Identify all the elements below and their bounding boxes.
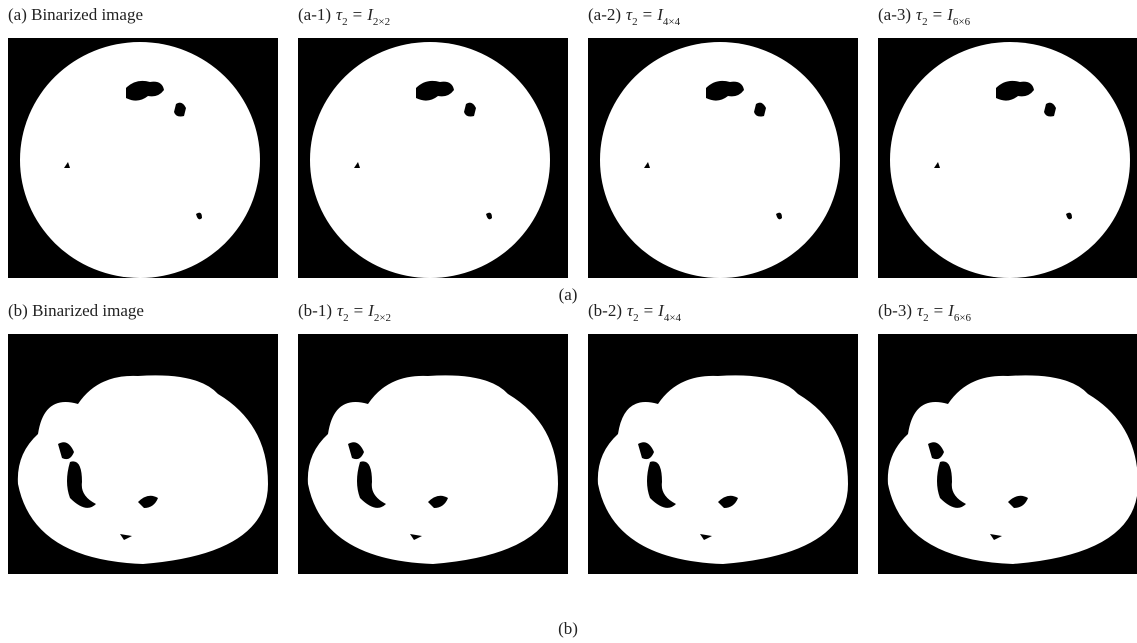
equals-sign: =: [934, 301, 944, 320]
equals-sign: =: [644, 301, 654, 320]
panel-label: (a-3)τ2=I6×6: [878, 5, 971, 28]
binarized-image: [588, 38, 858, 278]
panel-prefix: (b-1): [298, 301, 332, 320]
panel-label: (b-3)τ2=I6×6: [878, 301, 972, 324]
identity-subscript: 2×2: [373, 16, 390, 28]
binarized-image: [878, 38, 1137, 278]
identity-subscript: 6×6: [954, 312, 972, 324]
identity-subscript: 4×4: [664, 312, 682, 324]
panel-prefix: (a-1): [298, 5, 331, 24]
figure: (a) Binarized image(a-1)τ2=I2×2(a-2)τ2=I…: [0, 0, 1137, 643]
panel-label: (a) Binarized image: [8, 5, 143, 24]
tau-subscript: 2: [923, 312, 929, 324]
equals-sign: =: [933, 5, 943, 24]
identity-subscript: 2×2: [374, 312, 391, 324]
binarized-image: [8, 334, 278, 574]
row-caption: (b): [558, 619, 578, 638]
panel-prefix: (a-2): [588, 5, 621, 24]
panel-prefix: (a-3): [878, 5, 911, 24]
binarized-image: [878, 334, 1137, 574]
equals-sign: =: [353, 5, 363, 24]
row-caption: (a): [559, 285, 578, 304]
tau-subscript: 2: [632, 16, 638, 28]
tau-subscript: 2: [922, 16, 928, 28]
panel-prefix: (b-3): [878, 301, 912, 320]
panel-label: (b-1)τ2=I2×2: [298, 301, 391, 324]
equals-sign: =: [643, 5, 653, 24]
binarized-image: [588, 334, 858, 574]
tau-subscript: 2: [633, 312, 639, 324]
identity-subscript: 4×4: [663, 16, 681, 28]
equals-sign: =: [354, 301, 364, 320]
panel-prefix: (b-2): [588, 301, 622, 320]
panel-label: (a-2)τ2=I4×4: [588, 5, 681, 28]
binarized-image: [298, 38, 568, 278]
panel-label: (a-1)τ2=I2×2: [298, 5, 390, 28]
binarized-image: [8, 38, 278, 278]
tau-subscript: 2: [343, 312, 349, 324]
binarized-image: [298, 334, 568, 574]
tau-subscript: 2: [342, 16, 348, 28]
identity-subscript: 6×6: [953, 16, 971, 28]
panel-label: (b-2)τ2=I4×4: [588, 301, 682, 324]
panel-label: (b) Binarized image: [8, 301, 144, 320]
